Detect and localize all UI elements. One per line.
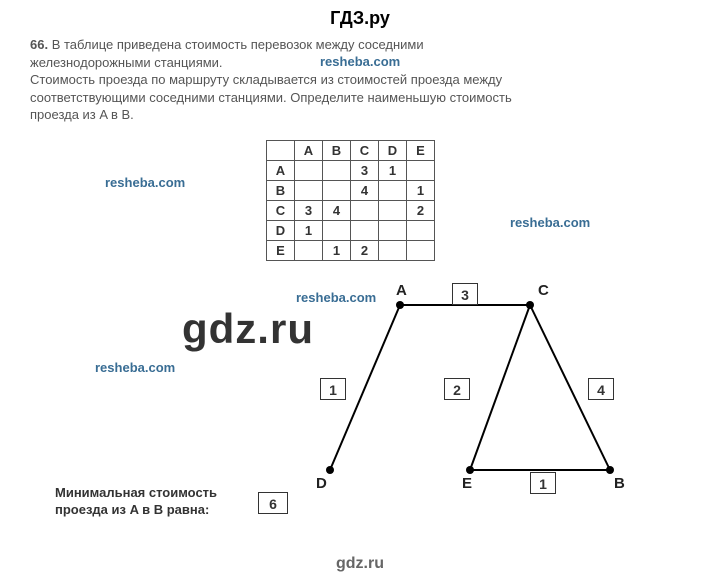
table-cell	[407, 241, 435, 261]
node-label-d: D	[316, 475, 327, 492]
table-cell: 3	[295, 201, 323, 221]
problem-number: 66.	[30, 37, 48, 52]
table-cell	[379, 241, 407, 261]
answer-label: Минимальная стоимость проезда из A в B р…	[55, 485, 217, 519]
table-cell: 4	[351, 181, 379, 201]
graph-node	[466, 466, 474, 474]
table-cell: 3	[351, 161, 379, 181]
node-label-b: B	[614, 475, 625, 492]
table-cell	[379, 221, 407, 241]
problem-line2: железнодорожными станциями.	[30, 55, 223, 70]
table-cell	[295, 241, 323, 261]
table-cell	[351, 221, 379, 241]
table-header: E	[407, 141, 435, 161]
graph-node	[606, 466, 614, 474]
table-cell	[295, 161, 323, 181]
table-header: D	[379, 141, 407, 161]
graph-edge	[470, 305, 530, 470]
watermark: resheba.com	[296, 290, 376, 305]
watermark: resheba.com	[320, 54, 400, 69]
edge-box-cb: 4	[588, 378, 614, 400]
table-cell: 1	[295, 221, 323, 241]
table-row-header: B	[267, 181, 295, 201]
watermark: resheba.com	[510, 215, 590, 230]
table-row-header: D	[267, 221, 295, 241]
table-row-header: A	[267, 161, 295, 181]
table-cell	[295, 181, 323, 201]
graph-node	[526, 301, 534, 309]
table-cell	[379, 181, 407, 201]
problem-line1: В таблице приведена стоимость перевозок …	[52, 37, 424, 52]
table-cell: 1	[323, 241, 351, 261]
graph-node	[396, 301, 404, 309]
table-cell	[407, 221, 435, 241]
node-label-c: C	[538, 282, 549, 299]
problem-line5: проезда из A в B.	[30, 107, 134, 122]
big-watermark: gdz.ru	[182, 305, 314, 353]
watermark: resheba.com	[105, 175, 185, 190]
edge-box-eb: 1	[530, 472, 556, 494]
table-cell	[323, 221, 351, 241]
edge-box-ac: 3	[452, 283, 478, 305]
table-cell	[407, 161, 435, 181]
problem-text: 66. В таблице приведена стоимость перево…	[30, 36, 690, 124]
problem-line4: соответствующими соседними станциями. Оп…	[30, 90, 512, 105]
table-cell	[379, 201, 407, 221]
node-label-a: A	[396, 282, 407, 299]
answer-line2: проезда из A в B равна:	[55, 502, 209, 517]
node-label-e: E	[462, 475, 472, 492]
table-cell: 4	[323, 201, 351, 221]
table-cell: 1	[407, 181, 435, 201]
edge-box-ce: 2	[444, 378, 470, 400]
table-cell	[323, 161, 351, 181]
table-cell: 2	[351, 241, 379, 261]
cost-table: ABCDEA31B41C342D1E12	[266, 140, 435, 261]
answer-line1: Минимальная стоимость	[55, 485, 217, 500]
answer-box: 6	[258, 492, 288, 514]
table-header: B	[323, 141, 351, 161]
table-header	[267, 141, 295, 161]
table-row-header: E	[267, 241, 295, 261]
edge-box-ad: 1	[320, 378, 346, 400]
table-cell	[323, 181, 351, 201]
watermark: resheba.com	[95, 360, 175, 375]
table-cell: 1	[379, 161, 407, 181]
table-header: A	[295, 141, 323, 161]
table-header: C	[351, 141, 379, 161]
table-cell	[351, 201, 379, 221]
table-cell: 2	[407, 201, 435, 221]
table-row-header: C	[267, 201, 295, 221]
page-header: ГДЗ.ру	[0, 8, 720, 29]
graph-node	[326, 466, 334, 474]
page-footer: gdz.ru	[0, 555, 720, 573]
problem-line3: Стоимость проезда по маршруту складывает…	[30, 72, 502, 87]
